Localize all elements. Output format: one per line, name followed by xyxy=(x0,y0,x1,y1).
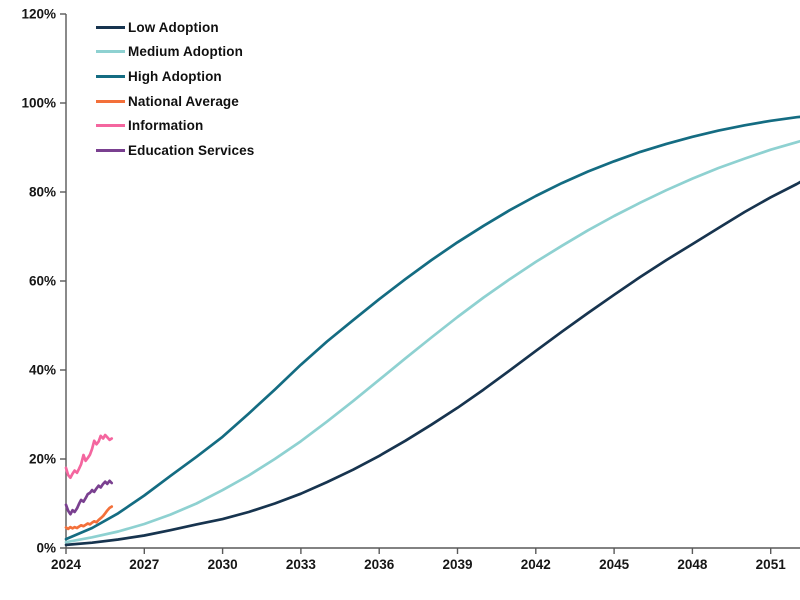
x-tick-label: 2039 xyxy=(442,557,472,572)
series-line-national-average xyxy=(64,505,114,531)
y-tick-label: 100% xyxy=(21,96,56,111)
legend-item-information: Information xyxy=(96,113,254,138)
series-line-medium-adoption xyxy=(64,139,800,544)
legend-swatch-education-services xyxy=(96,148,125,152)
legend-label-education-services: Education Services xyxy=(128,142,255,158)
x-tick-label: 2024 xyxy=(51,557,82,572)
y-tick-label: 40% xyxy=(29,363,56,378)
legend-label-national-average: National Average xyxy=(128,93,239,109)
y-tick-label: 120% xyxy=(21,7,56,22)
legend-label-low-adoption: Low Adoption xyxy=(128,19,219,35)
legend-item-low-adoption: Low Adoption xyxy=(96,15,254,40)
x-tick-label: 2051 xyxy=(756,557,787,572)
legend-label-information: Information xyxy=(128,118,204,134)
legend-label-medium-adoption: Medium Adoption xyxy=(128,44,243,60)
x-tick-label: 2045 xyxy=(599,557,630,572)
y-tick-label: 0% xyxy=(36,541,56,556)
legend-item-education-services: Education Services xyxy=(96,138,254,163)
y-tick-label: 80% xyxy=(29,185,56,200)
legend-swatch-high-adoption xyxy=(96,74,125,78)
series-line-education-services xyxy=(64,479,114,516)
legend-swatch-information xyxy=(96,124,125,128)
y-tick-label: 20% xyxy=(29,452,56,467)
x-tick-label: 2027 xyxy=(129,557,159,572)
legend: Low Adoption Medium Adoption High Adoption… xyxy=(96,15,254,163)
legend-swatch-national-average xyxy=(96,99,125,103)
legend-label-high-adoption: High Adoption xyxy=(128,68,222,84)
y-tick-label: 60% xyxy=(29,274,56,289)
legend-item-high-adoption: High Adoption xyxy=(96,64,254,89)
series-line-low-adoption xyxy=(64,180,800,547)
x-tick-label: 2042 xyxy=(521,557,551,572)
legend-item-medium-adoption: Medium Adoption xyxy=(96,40,254,65)
legend-swatch-medium-adoption xyxy=(96,50,125,54)
legend-item-national-average: National Average xyxy=(96,89,254,114)
legend-swatch-low-adoption xyxy=(96,25,125,29)
x-tick-label: 2030 xyxy=(208,557,238,572)
series-line-high-adoption xyxy=(64,115,800,541)
x-tick-label: 2033 xyxy=(286,557,317,572)
x-tick-label: 2048 xyxy=(677,557,708,572)
x-tick-label: 2036 xyxy=(364,557,395,572)
series-line-information xyxy=(64,433,114,480)
